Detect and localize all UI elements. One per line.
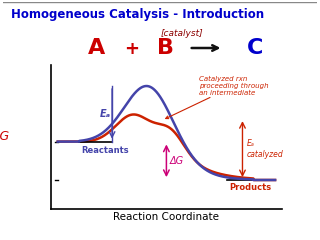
Text: +: + [124,40,139,58]
Text: Eₐ
catalyzed: Eₐ catalyzed [247,139,284,159]
Text: ΔG: ΔG [170,156,184,166]
Text: Catalyzed rxn
proceeding through
an intermediate: Catalyzed rxn proceeding through an inte… [166,76,268,119]
Text: B: B [157,38,174,58]
FancyBboxPatch shape [0,2,320,27]
Text: A: A [88,38,105,58]
Text: ΔG: ΔG [0,130,10,143]
Text: Homogeneous Catalysis - Introduction: Homogeneous Catalysis - Introduction [11,8,264,21]
Text: Eₐ: Eₐ [100,109,111,119]
X-axis label: Reaction Coordinate: Reaction Coordinate [113,212,220,222]
Text: Products: Products [229,183,272,192]
Text: Reactants: Reactants [82,146,129,155]
Text: C: C [247,38,263,58]
Text: [catalyst]: [catalyst] [160,29,203,38]
